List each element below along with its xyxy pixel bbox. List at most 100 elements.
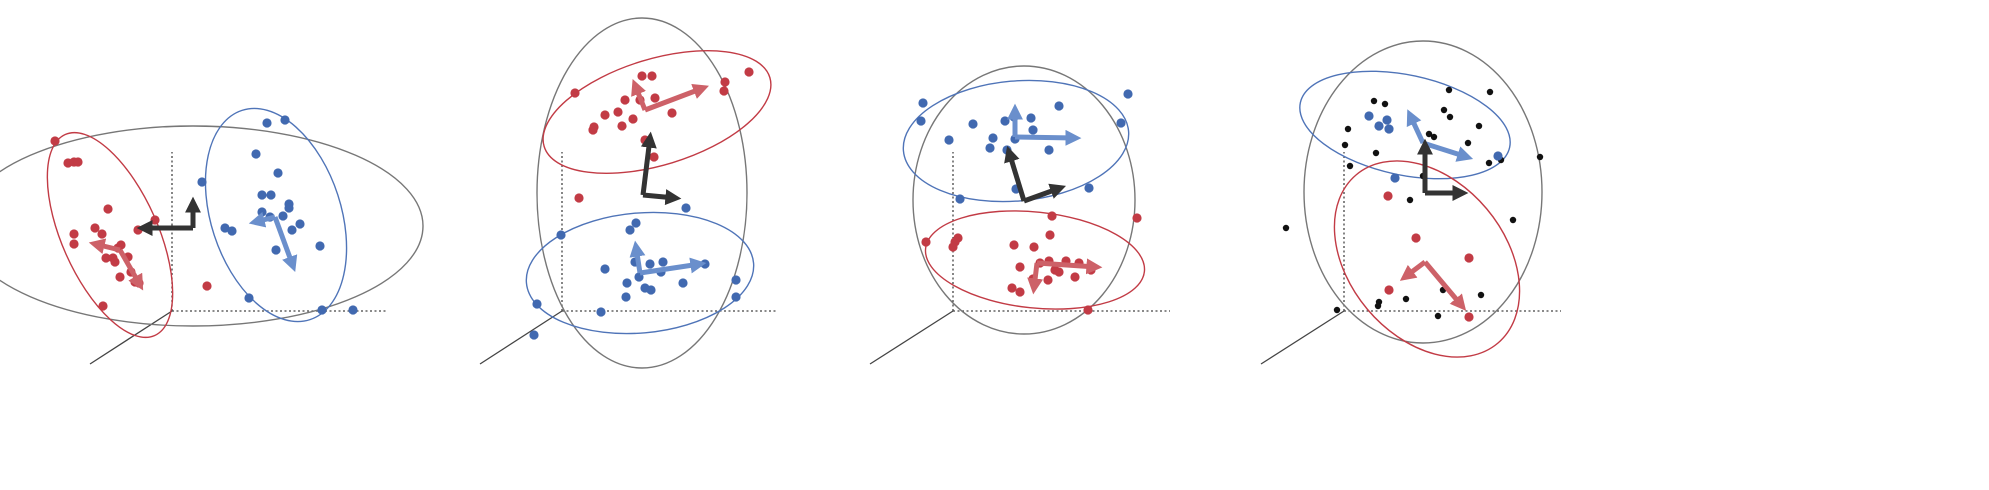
arrows-layer — [88, 79, 1474, 311]
point-red-panel-2-2 — [647, 71, 657, 81]
point-blue-panel-1-5 — [257, 190, 267, 200]
arrow-red-panel-4-1 — [1423, 260, 1467, 311]
point-red-panel-4-1 — [1411, 233, 1421, 243]
point-blue-panel-3-3 — [968, 119, 978, 129]
ellipse-total-panel-1 — [0, 125, 424, 327]
point-blue-panel-2-2 — [625, 225, 635, 235]
point-black-panel-4-0 — [1445, 86, 1453, 94]
point-black-panel-4-5 — [1446, 113, 1454, 121]
point-blue-panel-1-12 — [295, 219, 305, 229]
point-red-panel-1-13 — [110, 257, 120, 267]
ellipse-total-panel-2 — [536, 17, 748, 369]
point-blue-panel-1-19 — [317, 305, 327, 315]
ellipse-blue-panel-3 — [902, 79, 1130, 203]
point-blue-panel-3-16 — [1084, 183, 1094, 193]
point-red-panel-3-6 — [948, 242, 958, 252]
point-red-panel-1-15 — [115, 272, 125, 282]
point-red-panel-3-7 — [1009, 240, 1019, 250]
point-red-panel-2-16 — [649, 152, 659, 162]
point-black-panel-4-25 — [1374, 302, 1382, 310]
point-blue-panel-2-3 — [556, 230, 566, 240]
point-black-panel-4-22 — [1477, 291, 1485, 299]
point-blue-panel-1-14 — [227, 226, 237, 236]
point-blue-panel-3-4 — [1000, 116, 1010, 126]
ellipse-red-panel-3 — [924, 210, 1146, 310]
arrow-red-panel-3-0 — [1027, 262, 1044, 295]
point-red-panel-1-5 — [69, 229, 79, 239]
point-blue-panel-4-5 — [1390, 173, 1400, 183]
point-blue-panel-2-7 — [658, 257, 668, 267]
point-red-panel-3-22 — [1083, 305, 1093, 315]
point-red-panel-3-18 — [1043, 275, 1053, 285]
point-black-panel-4-8 — [1425, 130, 1433, 138]
point-red-panel-3-1 — [1132, 213, 1142, 223]
point-black-panel-4-14 — [1536, 153, 1544, 161]
point-black-panel-4-4 — [1440, 106, 1448, 114]
point-blue-panel-1-1 — [280, 115, 290, 125]
point-red-panel-3-3 — [921, 237, 931, 247]
point-red-panel-1-9 — [101, 253, 111, 263]
point-black-panel-4-1 — [1486, 88, 1494, 96]
point-red-panel-3-9 — [1015, 262, 1025, 272]
point-blue-panel-2-11 — [700, 259, 710, 269]
point-blue-panel-4-0 — [1364, 111, 1374, 121]
point-blue-panel-1-11 — [278, 211, 288, 221]
point-red-panel-3-0 — [1047, 211, 1057, 221]
point-red-panel-4-4 — [1464, 312, 1474, 322]
point-blue-panel-1-9 — [257, 207, 267, 217]
point-black-panel-4-9 — [1430, 133, 1438, 141]
point-blue-panel-1-16 — [271, 245, 281, 255]
point-red-panel-1-19 — [133, 225, 143, 235]
arrow-black-panel-2-0 — [640, 131, 657, 196]
arrow-blue-panel-2-0 — [629, 240, 646, 274]
point-black-panel-4-20 — [1282, 224, 1290, 232]
point-blue-panel-2-1 — [631, 218, 641, 228]
point-blue-panel-1-0 — [262, 118, 272, 128]
point-black-panel-4-12 — [1372, 149, 1380, 157]
point-red-panel-2-4 — [719, 86, 729, 96]
point-blue-panel-3-14 — [1123, 89, 1133, 99]
point-blue-panel-2-18 — [532, 299, 542, 309]
point-red-panel-3-2 — [1045, 230, 1055, 240]
point-red-panel-2-8 — [650, 93, 660, 103]
point-red-panel-3-20 — [1007, 283, 1017, 293]
point-red-panel-1-4 — [103, 204, 113, 214]
point-blue-panel-2-17 — [731, 292, 741, 302]
point-red-panel-2-18 — [574, 193, 584, 203]
point-black-panel-4-7 — [1344, 125, 1352, 133]
point-blue-panel-1-17 — [315, 241, 325, 251]
point-blue-panel-3-2 — [944, 135, 954, 145]
point-red-panel-2-14 — [589, 122, 599, 132]
arrow-red-panel-2-1 — [644, 83, 709, 113]
point-red-panel-3-8 — [1029, 242, 1039, 252]
point-blue-panel-1-18 — [244, 293, 254, 303]
ellipse-total-panel-4 — [1303, 40, 1543, 344]
point-blue-panel-4-4 — [1493, 151, 1503, 161]
point-blue-panel-1-6 — [266, 190, 276, 200]
point-red-panel-1-21 — [98, 301, 108, 311]
point-blue-panel-2-15 — [678, 278, 688, 288]
point-red-panel-2-11 — [617, 121, 627, 131]
point-blue-panel-1-13 — [220, 223, 230, 233]
point-red-panel-2-5 — [744, 67, 754, 77]
arrow-black-panel-3-1 — [1023, 183, 1067, 204]
point-blue-panel-1-4 — [197, 177, 207, 187]
point-red-panel-1-8 — [97, 229, 107, 239]
points-layer — [50, 67, 1544, 340]
point-red-panel-1-7 — [90, 223, 100, 233]
point-blue-panel-3-8 — [988, 133, 998, 143]
arrow-blue-panel-1-1 — [272, 216, 298, 273]
ellipses-layer — [0, 17, 1543, 369]
point-blue-panel-2-20 — [529, 330, 539, 340]
ellipse-red-panel-4 — [1333, 160, 1521, 358]
arrow-red-panel-1-1 — [117, 248, 144, 291]
point-red-panel-2-3 — [720, 77, 730, 87]
point-blue-panel-4-2 — [1374, 121, 1384, 131]
point-black-panel-4-10 — [1464, 139, 1472, 147]
ellipse-red-panel-1 — [46, 131, 174, 339]
point-blue-panel-1-2 — [251, 149, 261, 159]
ellipse-total-panel-3 — [912, 65, 1136, 335]
point-red-panel-1-3 — [73, 157, 83, 167]
